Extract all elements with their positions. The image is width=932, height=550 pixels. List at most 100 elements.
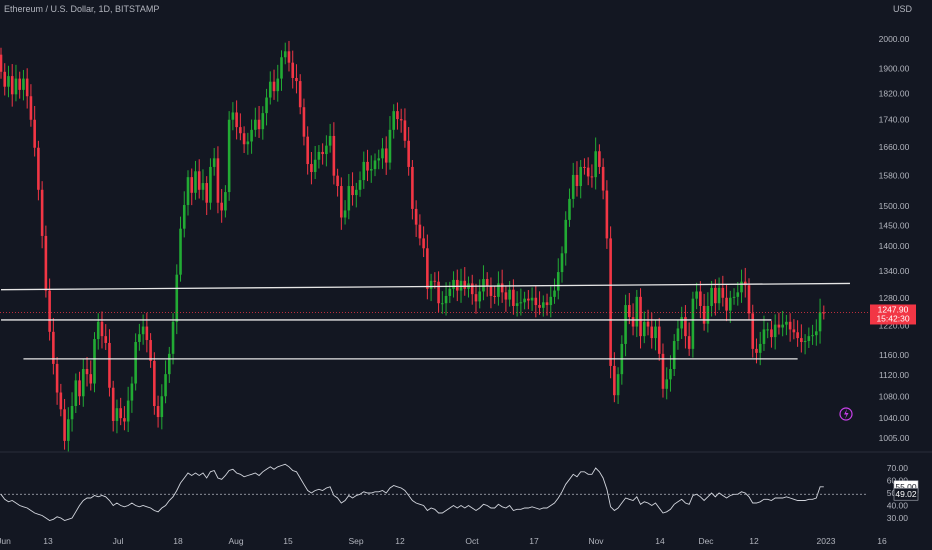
candle-body [190,177,194,193]
candle [512,279,515,315]
candle-body [171,321,175,354]
candle [205,176,208,216]
candle [119,397,122,426]
candle-body [67,419,70,441]
level-lines [0,282,850,360]
oscillator-tick-label: 30.00 [887,513,909,523]
time-tick-label: 15 [283,536,293,546]
candle [478,279,482,309]
time-tick-label: Oct [465,536,479,546]
price-tick-label: 1900.00 [879,64,910,74]
candle-body [590,176,594,178]
candle [755,338,758,364]
candle [676,319,680,350]
candle-body [384,148,388,163]
candle-body [246,141,250,145]
candle [63,398,66,450]
candle-body [773,324,777,338]
candle [609,226,612,379]
candle-body [661,353,665,389]
candle-body [527,298,530,301]
candle [717,277,721,311]
candle-body [89,374,93,384]
candle-body [766,329,769,331]
candle [52,318,55,375]
candle-body [227,119,231,193]
candle [766,322,769,339]
candle [508,281,511,307]
candle-body [381,148,384,159]
candle [758,331,762,366]
candle [695,282,698,310]
candle-body [743,281,747,286]
candle-body [609,238,612,366]
candle [714,279,717,316]
candle-body [212,158,216,167]
candle-body [564,219,568,254]
candle [153,352,156,415]
time-tick-label: 16 [877,536,887,546]
candle-body [343,210,347,218]
candle-body [63,409,66,441]
candle [74,373,78,414]
candle [197,159,201,199]
candle-body [545,302,549,306]
candle [613,352,616,403]
candle-body [18,78,21,90]
candle-body [781,324,784,328]
candle [280,50,283,91]
candle [317,145,321,169]
candle-body [85,369,89,375]
time-tick-label: Jun [0,536,11,546]
alert-icon[interactable] [839,407,853,421]
oscillator-value-label: 55.00 [895,482,917,492]
candle [55,356,59,405]
candle [242,126,246,154]
candle-body [725,297,728,311]
price-tick-label: 1160.00 [879,350,909,360]
candle-body [422,238,425,249]
candle [18,71,21,99]
candle-body [179,228,182,275]
candle [358,171,362,197]
candle-body [788,321,792,330]
candle-body [119,408,122,419]
candle-body [111,387,115,421]
candle-body [362,161,366,181]
candle-body [699,291,702,306]
candle-body [538,305,541,308]
candle [699,281,702,319]
candle [78,371,81,406]
candle [306,126,309,175]
candle-body [108,342,111,388]
candle [369,155,373,183]
candle-body [265,97,268,114]
candle [85,356,89,387]
candle [467,276,470,298]
candle-body [399,119,403,121]
candle [437,271,440,312]
candle-body [448,288,452,296]
candle [126,386,130,433]
candle-body [512,289,515,306]
candle [130,376,134,413]
candle [194,160,197,200]
candle-body [276,78,280,92]
candle-body [29,96,33,120]
candle-body [14,78,18,95]
candle [336,168,339,197]
candle [680,306,683,339]
candle-body [747,285,751,314]
candle-body [702,305,706,324]
candle [239,113,242,141]
candle-body [126,400,130,422]
candle [220,188,223,223]
candle [254,107,257,137]
oscillator-value-label: 49.02 [895,489,917,499]
candle-body [665,379,669,389]
candle-body [52,331,55,364]
candle [493,285,496,304]
candle [411,160,414,220]
candle-body [515,303,519,306]
